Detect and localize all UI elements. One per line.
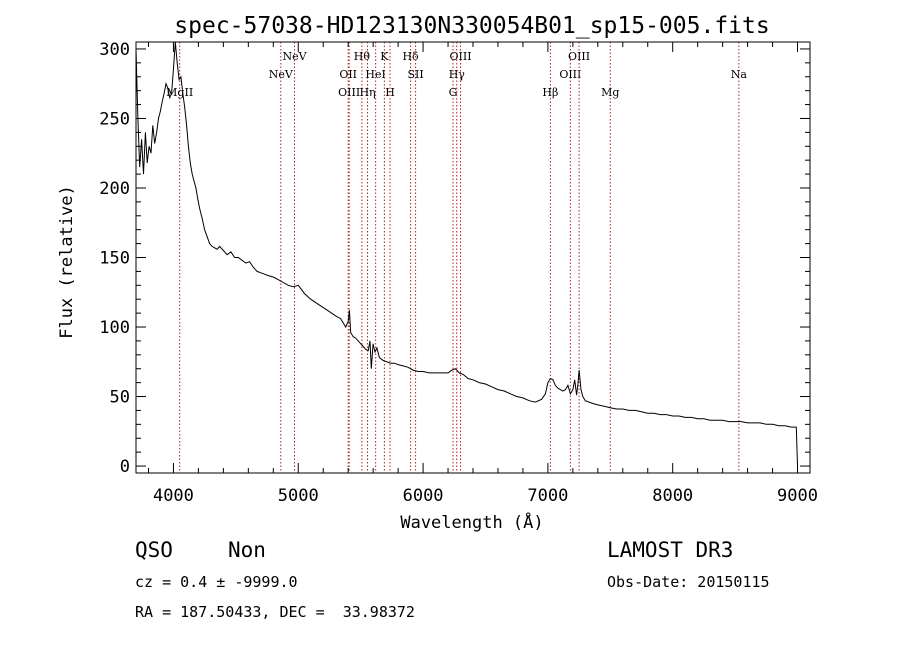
y-tick-label: 200 <box>99 179 130 199</box>
observation-date: Obs-Date: 20150115 <box>607 573 770 591</box>
emission-line-label: Hθ <box>354 50 371 63</box>
survey-name: LAMOST DR3 <box>607 538 734 562</box>
x-tick-label: 7000 <box>527 486 568 506</box>
y-axis-label: Flux (relative) <box>57 185 77 339</box>
emission-line-label: OII <box>339 68 357 81</box>
emission-lines: MgIINeVNeVOIIOIIIHθHηHeIKHHδSIIGHγOIIIHβ… <box>166 42 747 473</box>
y-tick-label: 100 <box>99 318 130 338</box>
y-tick-label: 250 <box>99 109 130 129</box>
x-axis-label: Wavelength (Å) <box>400 511 543 533</box>
x-tick-label: 4000 <box>153 486 194 506</box>
emission-line-label: Na <box>731 68 748 81</box>
y-tick-label: 150 <box>99 249 130 269</box>
emission-line-label: G <box>449 86 458 99</box>
emission-line-label: OIII <box>568 50 590 63</box>
y-tick-label: 300 <box>99 40 130 60</box>
x-tick-label: 5000 <box>278 486 319 506</box>
emission-line-label: K <box>380 50 389 63</box>
emission-line-label: Hδ <box>402 50 419 63</box>
axes: 4000 5000 6000 7000 8000 9000 0 50 100 150 200 250 3… <box>99 40 818 506</box>
chart-title: spec-57038-HD123130N330054B01_sp15-005.f… <box>174 13 769 39</box>
emission-line-label: Hη <box>359 86 375 99</box>
emission-line-label: OIII <box>559 68 581 81</box>
coordinates: RA = 187.50433, DEC = 33.98372 <box>135 603 415 621</box>
y-tick-label: 0 <box>120 457 130 477</box>
emission-line-label: OIII <box>449 50 471 63</box>
x-tick-label: 9000 <box>777 486 818 506</box>
object-subclass: Non <box>228 538 266 562</box>
emission-line-label: H <box>385 86 395 99</box>
emission-line-label: HeI <box>365 68 385 81</box>
x-tick-label: 6000 <box>403 486 444 506</box>
x-tick-label: 8000 <box>652 486 693 506</box>
emission-line-label: MgII <box>166 86 193 99</box>
y-tick-label: 50 <box>110 388 130 408</box>
emission-line-label: Hγ <box>449 68 466 81</box>
emission-line-label: Hβ <box>542 86 558 99</box>
emission-line-label: NeV <box>282 50 307 63</box>
redshift-info: cz = 0.4 ± -9999.0 <box>135 573 298 591</box>
spectrum-line <box>135 41 798 467</box>
emission-line-label: SII <box>407 68 423 81</box>
emission-line-label: OIII <box>338 86 360 99</box>
emission-line-label: Mg <box>601 86 619 99</box>
object-class: QSO <box>135 538 173 562</box>
emission-line-label: NeV <box>269 68 294 81</box>
spectrum-series <box>135 41 798 467</box>
